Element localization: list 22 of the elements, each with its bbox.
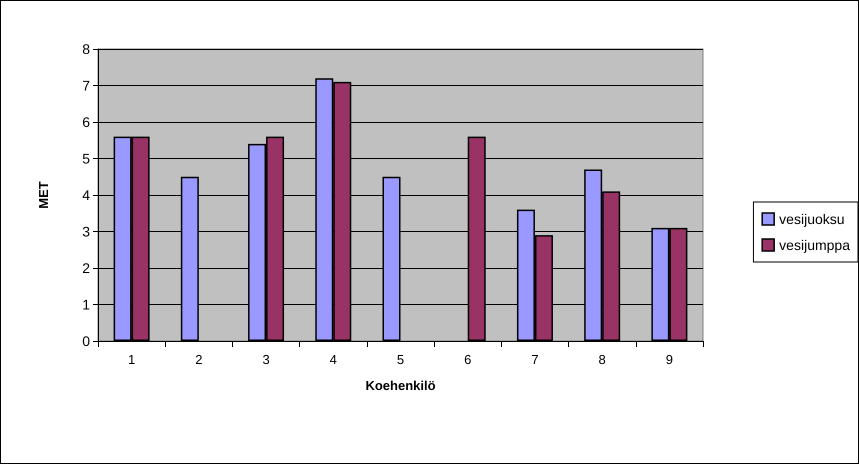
x-tick-label: 1 <box>128 352 136 367</box>
x-tick-label: 9 <box>666 352 674 367</box>
y-tick-label: 4 <box>82 187 90 203</box>
y-tick-label: 7 <box>82 78 90 94</box>
x-tick-label: 7 <box>531 352 539 367</box>
y-tick-label: 2 <box>82 260 90 276</box>
y-tick-label: 1 <box>82 296 90 312</box>
x-tick-label: 6 <box>464 352 472 367</box>
x-tick-label: 2 <box>195 352 202 367</box>
legend-label: vesijuoksu <box>779 211 845 227</box>
x-axis-title: Koehenkilö <box>365 378 436 393</box>
y-tick-label: 5 <box>82 150 90 166</box>
x-tick-label: 3 <box>262 352 270 367</box>
x-tick-label: 4 <box>330 352 337 367</box>
y-tick-label: 8 <box>82 41 90 57</box>
x-tick-label: 8 <box>598 352 606 367</box>
y-tick-label: 6 <box>82 114 90 130</box>
y-axis-title: MET <box>36 181 51 209</box>
legend-label: vesijumppa <box>779 237 850 253</box>
y-tick-label: 3 <box>82 224 90 240</box>
x-tick-label: 5 <box>396 352 404 367</box>
y-tick-label: 0 <box>82 333 90 349</box>
